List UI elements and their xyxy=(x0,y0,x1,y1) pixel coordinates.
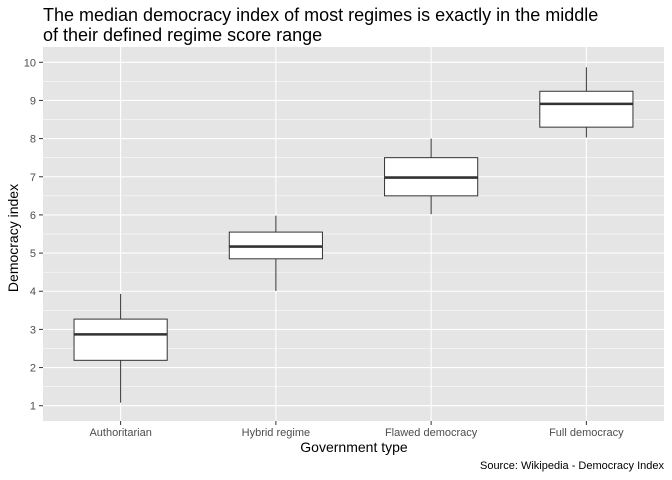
y-tick-label: 7 xyxy=(30,172,36,184)
y-tick-label: 5 xyxy=(30,248,36,260)
x-axis: Authoritarian Hybrid regime Flawed democra… xyxy=(89,421,624,439)
y-tick-label: 4 xyxy=(30,286,36,298)
box-authoritarian xyxy=(73,293,168,403)
chart-title-line-2: of their defined regime score range xyxy=(43,25,323,45)
x-axis-label: Government type xyxy=(300,439,408,455)
box-series xyxy=(73,67,634,403)
x-tick-label: Hybrid regime xyxy=(242,427,310,439)
y-axis: 1 2 3 4 5 6 7 8 9 10 xyxy=(24,57,43,413)
y-tick-label: 2 xyxy=(30,363,36,375)
y-tick-label: 9 xyxy=(30,95,36,107)
iqr-box xyxy=(539,90,634,128)
x-tick-label: Full democracy xyxy=(549,427,624,439)
iqr-box xyxy=(73,318,168,361)
box-hybrid-regime xyxy=(228,215,323,291)
x-tick-label: Flawed democracy xyxy=(385,427,478,439)
box-flawed-democracy xyxy=(384,138,479,215)
y-axis-label: Democracy index xyxy=(5,184,21,292)
y-tick-label: 3 xyxy=(30,324,36,336)
y-tick-label: 10 xyxy=(24,57,36,69)
box-full-democracy xyxy=(539,67,634,138)
y-tick-label: 1 xyxy=(30,401,36,413)
y-tick-label: 6 xyxy=(30,210,36,222)
chart-title-line-1: The median democracy index of most regim… xyxy=(43,5,599,25)
x-tick-label: Authoritarian xyxy=(89,427,151,439)
source-caption: Source: Wikipedia - Democracy Index xyxy=(479,460,664,472)
y-tick-label: 8 xyxy=(30,134,36,146)
